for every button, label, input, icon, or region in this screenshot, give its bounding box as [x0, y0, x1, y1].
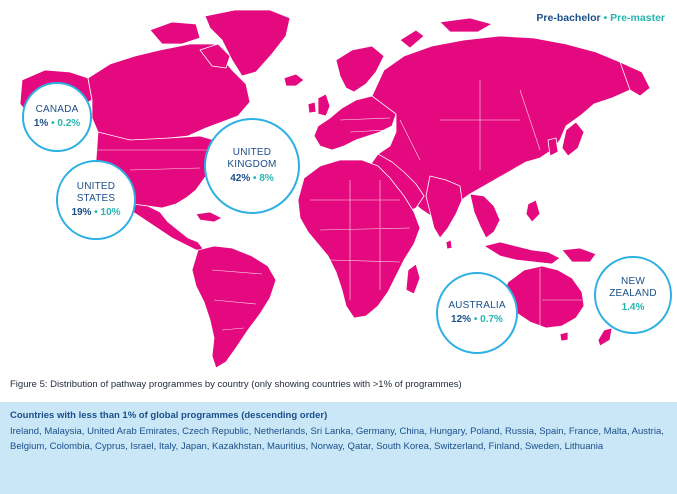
value-separator: •: [253, 173, 257, 184]
arctic-islands: [149, 21, 201, 45]
country-bubble-australia: AUSTRALIA 12% • 0.7%: [436, 272, 518, 354]
pre-master-value: 8%: [259, 173, 274, 184]
country-values: 19% • 10%: [71, 206, 120, 219]
pre-bachelor-value: 1%: [33, 118, 49, 129]
madagascar-landmass: [405, 263, 421, 295]
sri-lanka-landmass: [445, 239, 453, 250]
border-lines-eurasia: [339, 80, 541, 170]
south-america-landmass: [191, 245, 277, 369]
country-bubble-united-states: UNITED STATES 19% • 10%: [56, 160, 136, 240]
country-values: 1% • 0.2%: [34, 117, 80, 130]
value-separator: •: [473, 314, 478, 325]
pre-master-value: 0.2%: [57, 118, 81, 129]
country-bubble-canada: CANADA 1% • 0.2%: [22, 82, 92, 152]
pre-master-value: 0.7%: [480, 314, 503, 325]
country-name-line1: UNITED: [232, 147, 272, 158]
country-name-line1: NEW: [621, 276, 645, 287]
value-separator: •: [51, 118, 55, 129]
new-guinea-landmass: [561, 247, 597, 263]
country-name-line2: ZEALAND: [609, 288, 657, 299]
pre-bachelor-value: 12%: [451, 314, 472, 325]
border-lines-americas: [96, 149, 263, 331]
southeast-asia-landmass: [469, 193, 501, 239]
scandinavia-landmass: [335, 45, 385, 93]
info-box-title: Countries with less than 1% of global pr…: [10, 410, 328, 421]
india-landmass: [425, 175, 463, 239]
legend-separator: •: [603, 12, 608, 24]
border-lines-australia: [539, 268, 582, 326]
border-lines-africa: [310, 180, 411, 300]
africa-landmass: [297, 159, 421, 319]
info-box-text: Ireland, Malaysia, United Arab Emirates,…: [10, 426, 664, 452]
value-separator: •: [94, 207, 98, 218]
country-name-line1: UNITED: [76, 181, 116, 192]
pre-master-value: 10%: [100, 207, 121, 218]
siberian-islands: [439, 17, 493, 33]
caribbean-islands: [195, 211, 223, 223]
tasmania-landmass: [559, 331, 569, 342]
country-values: 12% • 0.7%: [451, 313, 503, 326]
new-zealand-south-island: [597, 327, 613, 347]
pre-bachelor-value: 42%: [230, 173, 251, 184]
kamchatka-peninsula: [619, 61, 651, 97]
country-name-line2: STATES: [76, 193, 116, 204]
figure-caption: Figure 5: Distribution of pathway progra…: [10, 379, 462, 390]
novaya-zemlya: [399, 29, 425, 49]
europe-landmass: [313, 95, 397, 151]
country-bubble-new-zealand: NEW ZEALAND 1.4%: [594, 256, 672, 334]
country-name: AUSTRALIA: [448, 300, 506, 311]
country-name: CANADA: [35, 104, 79, 115]
uk-landmass: [317, 93, 331, 117]
info-box: Countries with less than 1% of global pr…: [0, 402, 677, 494]
country-name-line2: KINGDOM: [227, 159, 277, 170]
country-values: 1.4%: [622, 301, 645, 314]
greenland-landmass: [204, 9, 291, 77]
baffin-island: [199, 43, 231, 69]
pre-master-value: 1.4%: [621, 302, 645, 313]
legend: Pre-bachelor • Pre-master: [536, 12, 665, 24]
japan-landmass: [561, 121, 585, 157]
legend-pre-bachelor: Pre-bachelor: [536, 12, 601, 24]
country-bubble-united-kingdom: UNITED KINGDOM 42% • 8%: [204, 118, 300, 214]
iceland-landmass: [283, 73, 305, 87]
ireland-landmass: [307, 101, 317, 114]
korea-peninsula: [547, 137, 559, 157]
philippines-islands: [525, 199, 541, 223]
pre-bachelor-value: 19%: [71, 207, 92, 218]
legend-pre-master: Pre-master: [610, 12, 665, 24]
indonesia-islands: [483, 241, 561, 265]
country-values: 42% • 8%: [230, 172, 274, 185]
